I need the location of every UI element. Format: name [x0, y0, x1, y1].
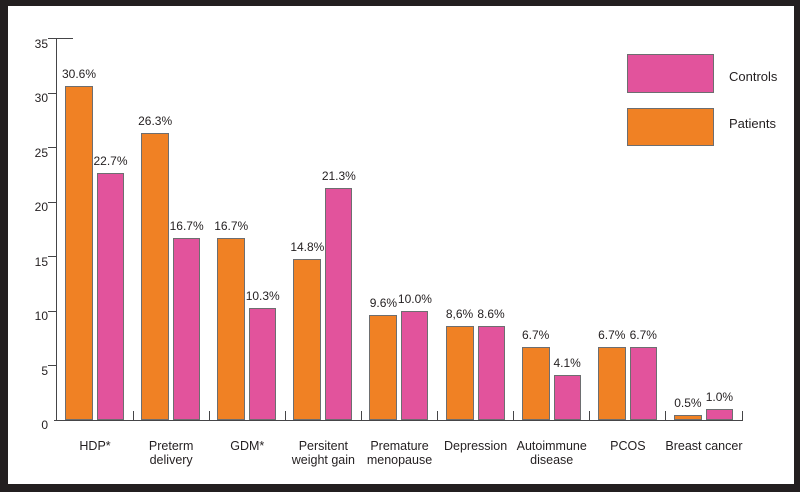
value-label-controls-gdm: 10.3%	[245, 289, 280, 303]
value-label-controls-autoimmune: 4.1%	[553, 356, 581, 370]
category-label-premature: Premature menopause	[366, 439, 433, 467]
value-label-controls-premature: 10.0%	[397, 292, 432, 306]
bar-controls-autoimmune	[553, 375, 581, 420]
y-tick-35	[48, 38, 73, 39]
y-tick-label-20: 20	[34, 200, 48, 214]
value-label-controls-pcos: 6.7%	[629, 328, 657, 342]
bar-patients-gdm	[217, 238, 246, 420]
y-tick-5	[48, 365, 57, 366]
value-label-patients-autoimmune: 6.7%	[521, 328, 550, 342]
value-label-patients-hdp: 30.6%	[61, 67, 97, 81]
legend-label-controls: Controls	[729, 69, 778, 84]
x-tick-6	[513, 411, 515, 420]
value-label-patients-gdm: 16.7%	[214, 219, 249, 233]
bar-patients-persitent	[293, 259, 322, 420]
legend-label-patients: Patients	[729, 116, 776, 131]
category-label-hdp: HDP*	[79, 439, 111, 453]
bar-patients-preterm	[141, 133, 170, 420]
x-axis-line	[54, 420, 743, 421]
category-label-autoimmune: Autoimmune disease	[516, 439, 587, 467]
bar-patients-premature	[369, 315, 398, 420]
y-tick-10	[48, 310, 57, 312]
category-label-breast-cancer: Breast cancer	[665, 439, 743, 453]
value-label-controls-depression: 8.6%	[477, 307, 505, 321]
y-tick-label-15: 15	[34, 254, 48, 269]
y-tick-label-30: 30	[34, 91, 48, 105]
bar-controls-preterm	[173, 238, 201, 420]
value-label-patients-preterm: 26.3%	[138, 114, 173, 128]
x-tick-7	[589, 411, 591, 420]
bar-controls-premature	[401, 311, 429, 420]
y-tick-label-10: 10	[34, 309, 48, 323]
value-label-patients-persitent: 14.8%	[290, 240, 325, 254]
bar-controls-depression	[477, 326, 505, 420]
y-tick-20	[48, 201, 57, 203]
x-tick-1	[132, 411, 134, 420]
bar-controls-breast-cancer	[705, 409, 733, 420]
value-label-controls-persitent: 21.3%	[321, 169, 356, 183]
bar-controls-hdp	[97, 173, 124, 420]
category-label-gdm: GDM*	[230, 439, 265, 453]
value-label-patients-pcos: 6.7%	[598, 328, 626, 342]
value-label-patients-premature: 9.6%	[369, 296, 398, 310]
value-label-controls-breast-cancer: 1.0%	[705, 390, 734, 404]
bar-patients-breast-cancer	[673, 415, 702, 420]
x-tick-4	[360, 411, 362, 420]
bar-controls-gdm	[249, 308, 277, 420]
y-tick-label-35: 35	[34, 36, 48, 51]
bar-patients-autoimmune	[521, 347, 550, 420]
y-axis-line	[56, 38, 57, 420]
bar-patients-depression	[445, 326, 474, 420]
category-label-pcos: PCOS	[610, 439, 646, 453]
category-label-persitent: Persitent weight gain	[291, 439, 355, 467]
bar-controls-pcos	[629, 347, 657, 420]
y-tick-30	[48, 92, 57, 94]
x-tick-3	[284, 411, 286, 420]
y-tick-label-0: 0	[41, 418, 48, 432]
y-tick-25	[48, 147, 57, 148]
x-tick-9	[741, 411, 743, 420]
y-tick-15	[48, 256, 57, 257]
value-label-patients-breast-cancer: 0.5%	[674, 396, 702, 410]
y-tick-label-5: 5	[41, 363, 48, 378]
value-label-patients-depression: 8,6%	[445, 307, 474, 321]
bar-controls-persitent	[325, 188, 353, 420]
x-tick-2	[208, 411, 210, 420]
y-tick-label-25: 25	[34, 145, 48, 160]
x-tick-5	[437, 411, 439, 420]
x-tick-8	[665, 411, 667, 420]
category-label-preterm: Preterm delivery	[148, 439, 194, 467]
legend-swatch-controls	[627, 54, 714, 93]
legend-swatch-patients	[627, 108, 714, 146]
category-label-depression: Depression	[443, 439, 508, 453]
value-label-controls-hdp: 22.7%	[93, 154, 128, 168]
bar-patients-hdp	[65, 86, 93, 420]
bar-patients-pcos	[597, 347, 626, 420]
value-label-controls-preterm: 16.7%	[169, 219, 204, 233]
